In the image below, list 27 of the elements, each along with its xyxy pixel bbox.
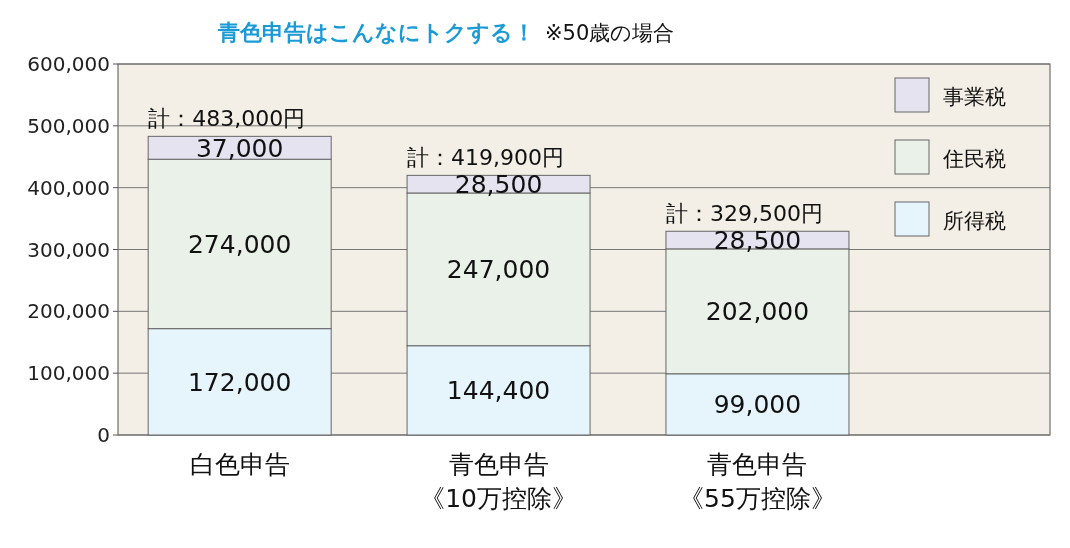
y-tick-label: 400,000 <box>27 175 110 200</box>
data-label: 274,000 <box>187 229 292 259</box>
data-label: 28,500 <box>454 170 543 200</box>
data-label: 247,000 <box>446 255 551 285</box>
chart-title: 青色申告はこんなにトクする！ <box>217 20 535 45</box>
total-label: 計：419,900円 <box>407 145 565 171</box>
y-tick-label: 200,000 <box>27 299 110 324</box>
total-label: 計：483,000円 <box>148 106 306 132</box>
data-label: 28,500 <box>713 226 802 256</box>
data-label: 202,000 <box>705 297 810 327</box>
data-label: 144,400 <box>446 376 551 406</box>
total-label: 計：329,500円 <box>665 201 823 227</box>
legend-label: 所得税 <box>943 209 1006 233</box>
legend-label: 住民税 <box>942 147 1006 171</box>
y-tick-label: 300,000 <box>27 237 110 262</box>
y-tick-label: 500,000 <box>27 113 110 138</box>
data-label: 37,000 <box>195 133 284 163</box>
data-label: 172,000 <box>187 367 292 397</box>
legend-label: 事業税 <box>943 85 1006 109</box>
y-tick-label: 600,000 <box>27 52 110 76</box>
data-label: 99,000 <box>713 390 802 420</box>
x-tick-label: 青色申告《55万控除》 <box>679 450 836 513</box>
x-tick-label: 白色申告 <box>189 450 290 479</box>
x-tick-label: 青色申告《10万控除》 <box>420 450 577 513</box>
y-tick-label: 0 <box>97 423 110 447</box>
chart-subtitle: ※50歳の場合 <box>545 21 675 45</box>
y-tick-label: 100,000 <box>27 361 110 386</box>
